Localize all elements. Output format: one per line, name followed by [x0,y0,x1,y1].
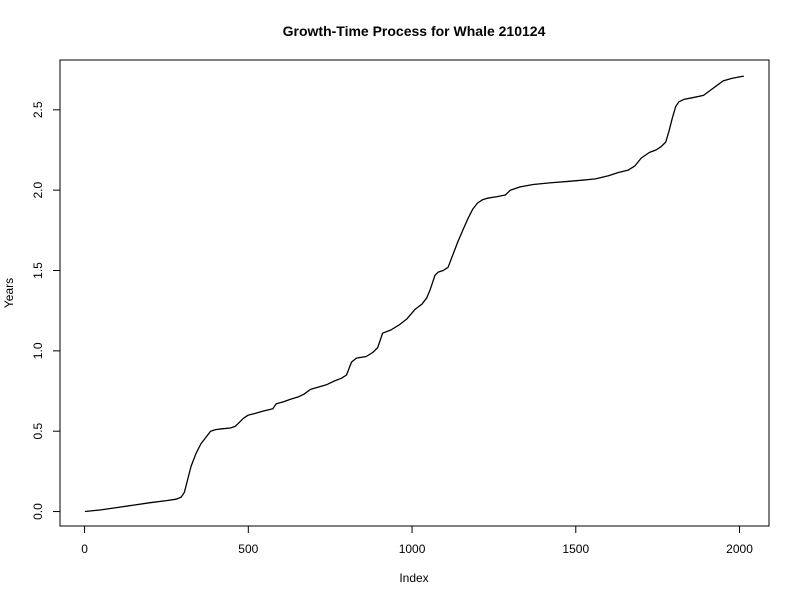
x-tick-label: 1000 [399,542,426,556]
y-tick-label: 0.0 [31,503,45,520]
y-axis: 0.0 0.5 1.0 1.5 2.0 2.5 [31,101,61,520]
x-tick-label: 500 [238,542,258,556]
x-tick-label: 2000 [726,542,753,556]
y-tick-label: 0.5 [31,423,45,440]
y-tick-label: 2.5 [31,101,45,118]
plot-frame [59,59,770,527]
y-tick-label: 1.5 [31,262,45,279]
x-axis-label: Index [399,571,428,585]
y-axis-label: Years [2,278,16,308]
y-tick-label: 2.0 [31,181,45,198]
chart-title: Growth-Time Process for Whale 210124 [283,23,546,39]
y-tick-label: 1.0 [31,342,45,359]
x-tick-label: 0 [81,542,88,556]
series-line [84,75,744,513]
x-axis: 0 500 1000 1500 2000 [81,525,753,556]
x-tick-label: 1500 [562,542,589,556]
